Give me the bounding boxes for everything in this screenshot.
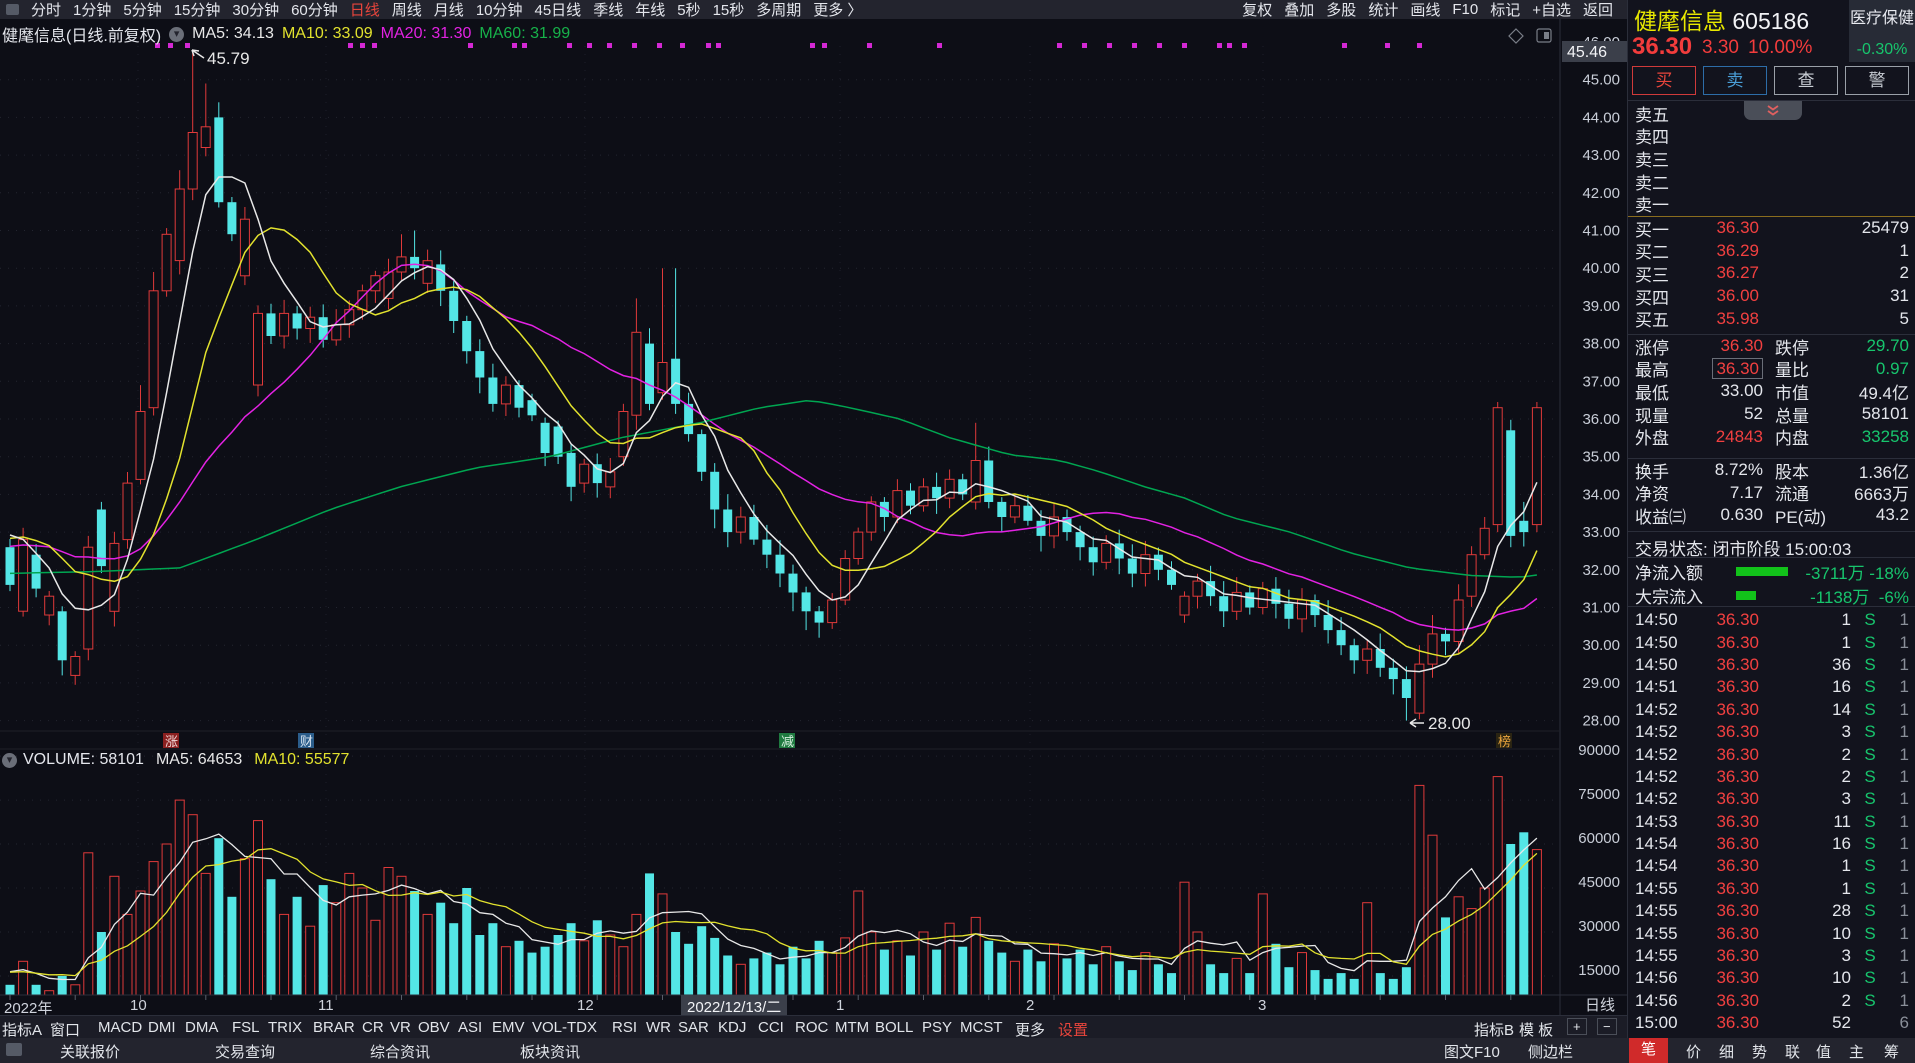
svg-text:38.00: 38.00 — [1582, 336, 1620, 353]
svg-text:44.00: 44.00 — [1582, 109, 1620, 126]
svg-text:36.00: 36.00 — [1582, 411, 1620, 428]
svg-text:减: 减 — [781, 734, 794, 749]
svg-text:29.00: 29.00 — [1582, 675, 1620, 692]
svg-text:45.46: 45.46 — [1567, 44, 1607, 61]
svg-text:28.00: 28.00 — [1428, 714, 1471, 733]
svg-text:31.00: 31.00 — [1582, 600, 1620, 617]
svg-text:45000: 45000 — [1578, 874, 1620, 891]
svg-text:财: 财 — [300, 734, 313, 749]
svg-text:40.00: 40.00 — [1582, 260, 1620, 277]
svg-text:37.00: 37.00 — [1582, 373, 1620, 390]
svg-text:45.00: 45.00 — [1582, 72, 1620, 89]
svg-text:43.00: 43.00 — [1582, 147, 1620, 164]
svg-text:41.00: 41.00 — [1582, 223, 1620, 240]
svg-text:33.00: 33.00 — [1582, 524, 1620, 541]
svg-text:34.00: 34.00 — [1582, 486, 1620, 503]
svg-text:39.00: 39.00 — [1582, 298, 1620, 315]
svg-text:榜: 榜 — [1498, 734, 1511, 749]
svg-text:60000: 60000 — [1578, 830, 1620, 847]
svg-text:90000: 90000 — [1578, 742, 1620, 759]
svg-text:30000: 30000 — [1578, 918, 1620, 935]
svg-text:15000: 15000 — [1578, 962, 1620, 979]
svg-text:30.00: 30.00 — [1582, 637, 1620, 654]
svg-text:35.00: 35.00 — [1582, 449, 1620, 466]
svg-text:涨: 涨 — [165, 734, 178, 749]
svg-text:28.00: 28.00 — [1582, 713, 1620, 730]
svg-text:日线: 日线 — [1585, 997, 1615, 1014]
svg-text:75000: 75000 — [1578, 786, 1620, 803]
svg-text:45.79: 45.79 — [207, 49, 250, 68]
svg-text:42.00: 42.00 — [1582, 185, 1620, 202]
svg-text:32.00: 32.00 — [1582, 562, 1620, 579]
